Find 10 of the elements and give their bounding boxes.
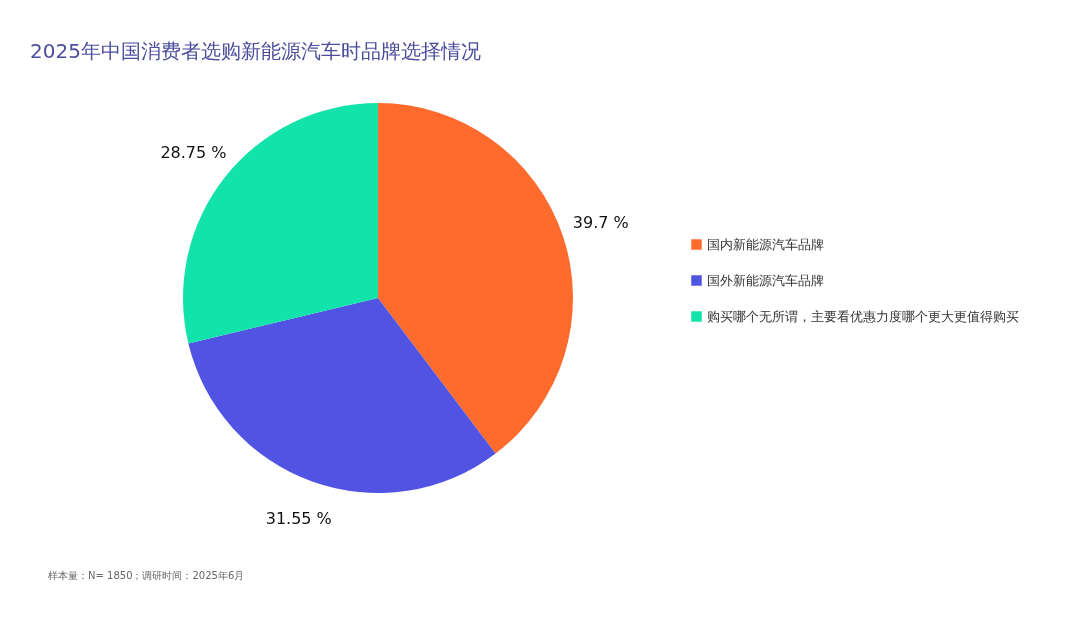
data-label: 31.55 % xyxy=(265,509,332,529)
legend-label: 国外新能源汽车品牌 xyxy=(707,272,824,288)
pie-slice xyxy=(188,298,496,493)
data-label: 39.7 % xyxy=(572,213,629,233)
legend-label: 购买哪个无所谓，主要看优惠力度哪个更大更值得购买 xyxy=(707,308,1019,324)
pie-slice xyxy=(378,103,573,454)
data-label: 28.75 % xyxy=(160,142,227,162)
text: 样本量：N= 1850；调研时间：2025年6月 xyxy=(48,569,245,583)
legend-label: 国内新能源汽车品牌 xyxy=(707,236,824,252)
chart-title: 2025年中国消费者选购新能源汽车时品牌选择情况 xyxy=(30,39,481,63)
